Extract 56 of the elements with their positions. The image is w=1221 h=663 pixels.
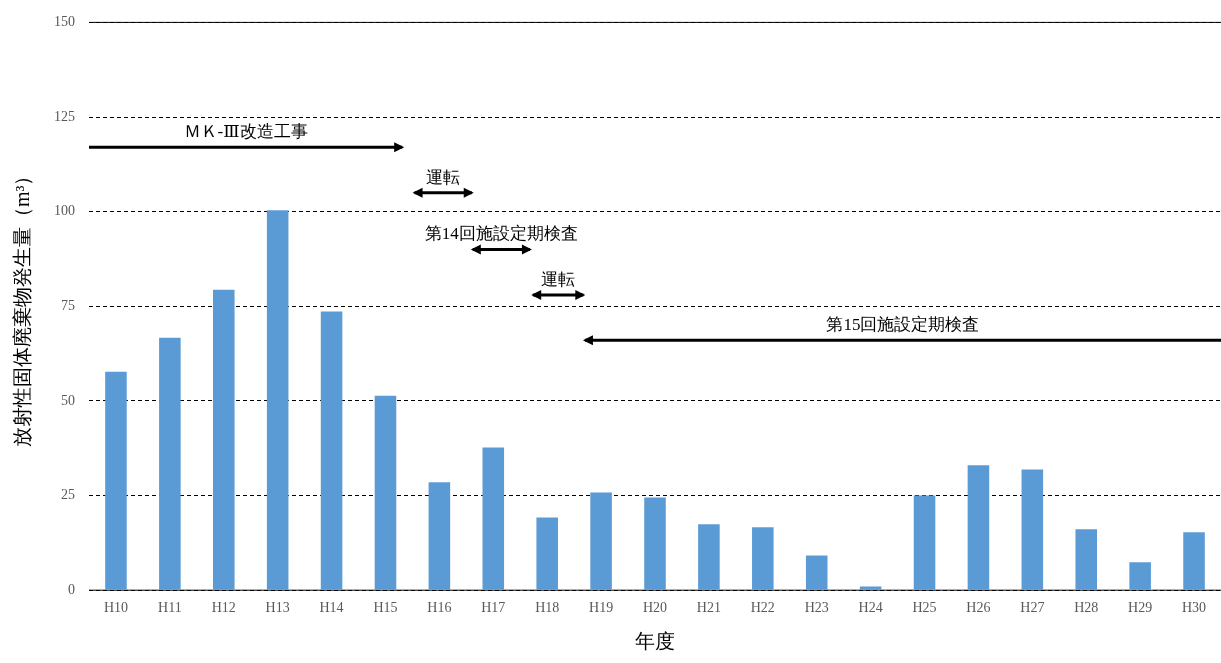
x-tick-label: H28 (1074, 600, 1099, 616)
x-tick-label: H27 (1020, 600, 1045, 616)
x-tick-label: H11 (158, 600, 182, 616)
x-tick-label: H12 (211, 600, 236, 616)
annotation: 運転 (541, 269, 576, 289)
bar (482, 447, 505, 590)
bar (212, 289, 235, 590)
y-tick-label: 25 (61, 487, 75, 503)
x-tick-label: H21 (696, 600, 721, 616)
x-tick-label: H25 (912, 600, 937, 616)
y-axis-title: 放射性固体廃棄物発生量（m³） (11, 165, 34, 448)
bar (590, 492, 612, 590)
bar (1129, 562, 1151, 590)
bar (159, 337, 181, 590)
bar (1183, 532, 1205, 590)
x-tick-label: H13 (265, 600, 290, 616)
x-tick-label: H19 (589, 600, 614, 616)
annotation: 第15回施設定期検査 (826, 315, 980, 335)
bar (913, 495, 936, 590)
x-tick-label: H22 (750, 600, 775, 616)
bar (859, 586, 882, 590)
bar (266, 210, 289, 590)
y-tick-label: 150 (54, 14, 75, 30)
y-tick-label: 100 (54, 203, 75, 219)
bar (805, 555, 828, 590)
y-tick-label: 0 (68, 581, 75, 597)
bar (752, 527, 774, 590)
bar (428, 482, 451, 590)
bar (1075, 529, 1098, 590)
x-tick-label: H23 (804, 600, 829, 616)
x-tick-label: H24 (858, 600, 883, 616)
bar (536, 517, 558, 590)
bar (644, 497, 666, 590)
annotation: ＭＫ-Ⅲ改造工事 (183, 122, 308, 142)
x-tick-label: H29 (1128, 600, 1153, 616)
bar (320, 311, 343, 590)
x-tick-label: H17 (481, 600, 506, 616)
annotation: 運転 (426, 167, 461, 187)
bar (967, 465, 990, 590)
x-tick-label: H10 (103, 600, 129, 616)
x-axis-title: 年度 (635, 630, 675, 653)
x-tick-label: H18 (535, 600, 560, 616)
y-tick-label: 75 (61, 297, 75, 313)
bar (374, 395, 397, 590)
x-tick-label: H26 (966, 600, 991, 616)
x-tick-label: H15 (373, 600, 398, 616)
y-tick-label: 50 (61, 392, 75, 408)
x-tick-label: H20 (642, 600, 668, 616)
bar (105, 371, 127, 590)
y-tick-label: 125 (54, 108, 75, 124)
bar (1021, 469, 1044, 590)
x-tick-label: H14 (319, 600, 344, 616)
bar (698, 524, 720, 590)
annotation: 第14回施設定期検査 (424, 224, 578, 244)
x-tick-label: H30 (1181, 600, 1207, 616)
x-tick-label: H16 (427, 600, 452, 616)
